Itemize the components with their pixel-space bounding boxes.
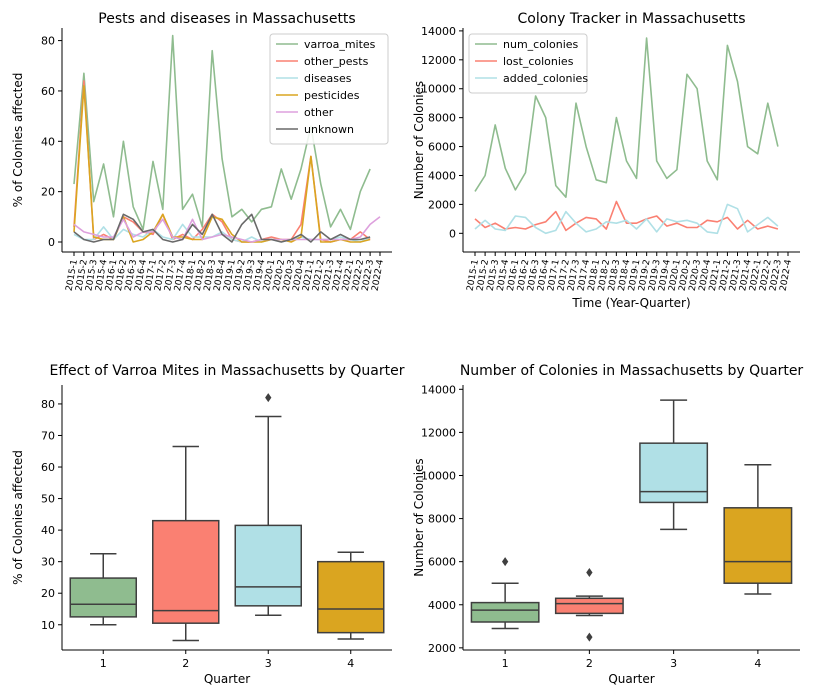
y-tick-label: 0 [449,227,456,240]
chart-title: Pests and diseases in Massachusetts [98,11,355,27]
y-tick-label: 60 [41,85,55,98]
y-tick-label: 40 [41,135,55,148]
y-tick-label: 40 [41,524,55,537]
y-tick-label: 10000 [421,83,456,96]
x-tick-label: 4 [754,657,761,670]
chart-1: 0 2000 4000 6000 8000 10000 12000 14000 Colony T… [412,11,800,310]
box-1 [470,557,540,630]
box-4 [317,551,385,640]
y-tick-label: 0 [48,236,55,249]
box-iqr [69,577,137,618]
legend-label: other [304,106,334,119]
box-3 [639,399,709,531]
series-line-lost_colonies [474,200,779,232]
y-tick-label: 10 [41,619,55,632]
legend-label: added_colonies [503,72,588,85]
legend-label: unknown [304,123,354,136]
box-iqr [470,601,540,623]
y-tick-label: 14000 [421,25,456,38]
legend-frame [468,33,588,94]
y-tick-label: 80 [41,398,55,411]
box-1 [69,553,137,626]
y-tick-label: 12000 [421,426,456,439]
chart-title: Number of Colonies in Massachusetts by Q… [460,363,804,379]
box-iqr [723,507,793,584]
chart-title: Effect of Varroa Mites in Massachusetts … [50,363,405,379]
y-tick-label: 50 [41,493,55,506]
x-tick-label: 3 [670,657,677,670]
y-tick-label: 14000 [421,383,456,396]
y-tick-label: 4000 [428,169,456,182]
x-tick-label: 2 [586,657,593,670]
x-axis-label: Time (Year-Quarter) [571,296,690,310]
legend-label: diseases [304,72,352,85]
x-tick-label: 2 [182,657,189,670]
y-tick-label: 2000 [428,642,456,655]
outlier-point [265,393,272,403]
box-iqr [554,597,624,615]
y-tick-label: 30 [41,556,55,569]
series-line-num_colonies [474,37,779,198]
x-tick-label: 3 [265,657,272,670]
box-2 [152,445,220,642]
box-iqr [152,519,220,624]
series-line-unknown [73,213,371,243]
legend-label: num_colonies [503,38,579,51]
series-line-added_colonies [474,203,779,235]
y-tick-label: 80 [41,35,55,48]
series-line-varroa_mites [73,34,371,231]
legend: varroa_mites other_pests diseases pesticide… [269,33,389,145]
y-tick-label: 8000 [428,513,456,526]
box-iqr [639,442,709,504]
y-tick-label: 10000 [421,469,456,482]
series-line-pesticides [73,85,371,243]
chart-0: 0 20 40 60 80 Pests and diseases in Massachus… [11,11,392,292]
y-tick-label: 70 [41,429,55,442]
chart-title: Colony Tracker in Massachusetts [517,11,745,27]
x-tick-label: 4 [347,657,354,670]
box-iqr [317,560,385,634]
legend-label: lost_colonies [503,55,574,68]
y-tick-label: 2000 [428,198,456,211]
chart-3: 2000 4000 6000 8000 10000 12000 14000 Number of… [412,363,803,686]
box-4 [723,463,793,595]
outlier-point [586,632,593,642]
box-2 [554,567,624,642]
box-3 [234,393,302,617]
y-axis-label: % of Colonies affected [11,450,25,585]
legend-label: pesticides [304,89,360,102]
y-tick-label: 60 [41,461,55,474]
y-axis-label: % of Colonies affected [11,73,25,208]
y-tick-label: 12000 [421,54,456,67]
outlier-point [586,567,593,577]
y-tick-label: 8000 [428,112,456,125]
y-tick-label: 20 [41,186,55,199]
legend-label: other_pests [304,55,369,68]
y-axis-label: Number of Colonies [412,458,426,576]
y-tick-label: 6000 [428,556,456,569]
legend: num_colonies lost_colonies added_colonies [468,33,588,94]
legend-frame [269,33,389,145]
chart-2: 10 20 30 40 50 60 70 80 Effect of Varroa Mites i… [11,363,405,686]
y-axis-label: Number of Colonies [412,81,426,199]
x-axis-label: Quarter [608,672,654,686]
box-iqr [234,524,302,607]
y-tick-label: 4000 [428,599,456,612]
y-tick-label: 6000 [428,141,456,154]
x-tick-label: 1 [502,657,509,670]
legend-label: varroa_mites [304,38,376,51]
series-line-other [73,216,381,243]
outlier-point [501,557,509,567]
x-axis-label: Quarter [204,672,250,686]
x-tick-label: 1 [100,657,107,670]
y-tick-label: 20 [41,587,55,600]
